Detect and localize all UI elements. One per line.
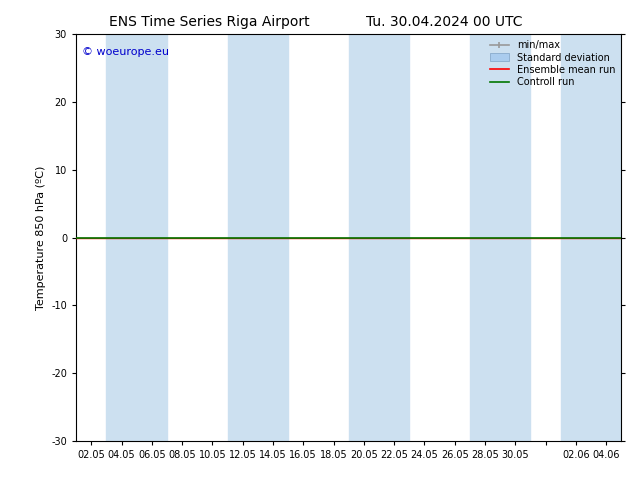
Text: Tu. 30.04.2024 00 UTC: Tu. 30.04.2024 00 UTC — [366, 15, 522, 29]
Bar — [470, 34, 531, 441]
Y-axis label: Temperature 850 hPa (ºC): Temperature 850 hPa (ºC) — [36, 166, 46, 310]
Text: © woeurope.eu: © woeurope.eu — [82, 47, 169, 56]
Legend: min/max, Standard deviation, Ensemble mean run, Controll run: min/max, Standard deviation, Ensemble me… — [487, 37, 618, 90]
Bar — [560, 34, 621, 441]
Bar — [107, 34, 167, 441]
Bar — [349, 34, 410, 441]
Bar — [228, 34, 288, 441]
Text: ENS Time Series Riga Airport: ENS Time Series Riga Airport — [109, 15, 309, 29]
